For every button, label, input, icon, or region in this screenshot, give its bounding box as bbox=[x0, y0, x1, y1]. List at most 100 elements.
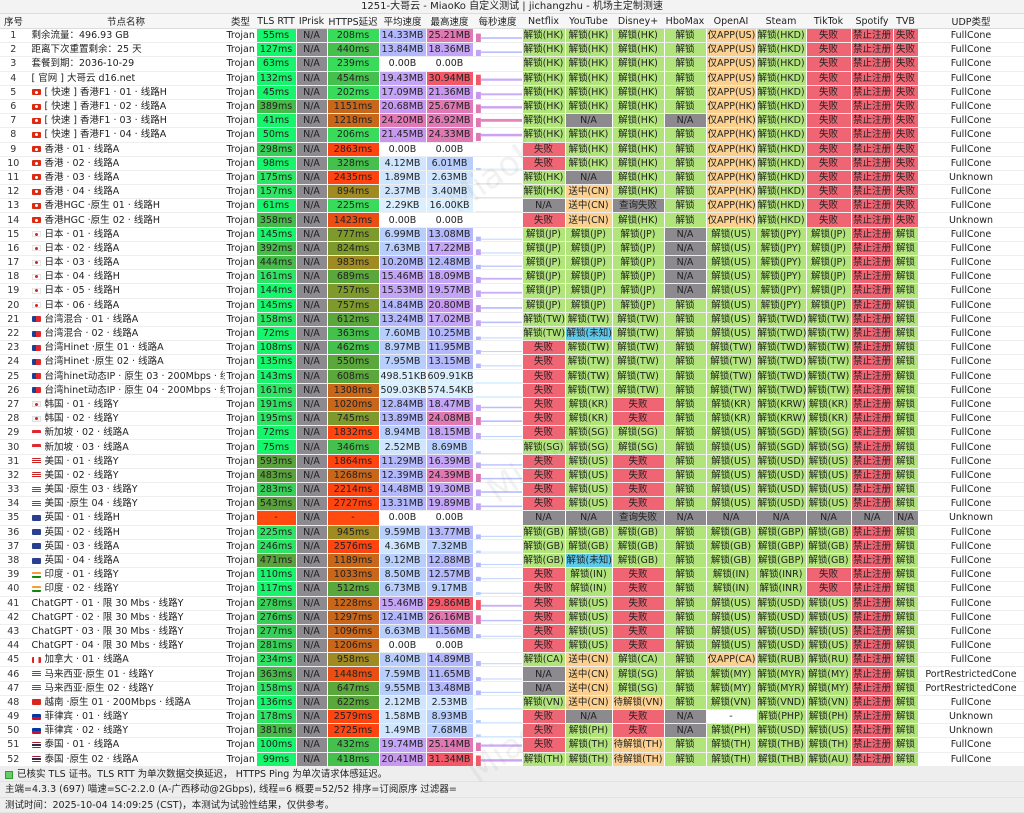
openai-status: 解锁(GB) bbox=[706, 525, 757, 540]
table-row[interactable]: 20 日本 · 06 · 线路A Trojan 145ms N/A 757ms 14.84M… bbox=[0, 298, 1024, 313]
hbomax-status: 解锁 bbox=[664, 638, 707, 654]
table-row[interactable]: 40 印度 · 02 · 线路Y Trojan 117ms N/A 512ms 6.73MB… bbox=[0, 581, 1024, 597]
column-header-https-delay[interactable]: HTTPS延迟 bbox=[327, 14, 379, 29]
node-name: 台湾混合 · 02 · 线路A bbox=[27, 326, 226, 342]
speed-sparkline bbox=[473, 482, 523, 498]
youtube-status: 解锁(TH) bbox=[565, 752, 613, 767]
table-row[interactable]: 11 香港 · 03 · 线路A Trojan 175ms N/A 2435ms 1.89M… bbox=[0, 170, 1024, 186]
column-header-index[interactable]: 序号 bbox=[0, 14, 27, 29]
column-header-spotify[interactable]: Spotify bbox=[851, 14, 893, 29]
table-row[interactable]: 21 台湾混合 · 01 · 线路A Trojan 158ms N/A 612ms 13.2… bbox=[0, 312, 1024, 327]
table-row[interactable]: 1 剩余流量：496.93 GB Trojan 55ms N/A 208ms 14.33MB… bbox=[0, 28, 1024, 44]
table-row[interactable]: 17 日本 · 03 · 线路A Trojan 444ms N/A 983ms 10.20M… bbox=[0, 255, 1024, 271]
table-row[interactable]: 31 美国 · 01 · 线路Y Trojan 593ms N/A 1864ms 11.29… bbox=[0, 454, 1024, 469]
table-row[interactable]: 25 台湾hinet动态IP · 原生 03 · 200Mbps · 线路ATro… bbox=[0, 369, 1024, 384]
https-delay: 462ms bbox=[327, 340, 380, 356]
speed-sparkline bbox=[473, 156, 523, 171]
max-speed: 13.08MB bbox=[426, 227, 474, 242]
table-row[interactable]: 34 美国 ·原生 04 · 线路Y Trojan 543ms N/A 2727ms 13.… bbox=[0, 496, 1024, 512]
table-row[interactable]: 36 英国 · 02 · 线路H Trojan 225ms N/A 945ms 9.59MB… bbox=[0, 525, 1024, 540]
table-row[interactable]: 49 菲律宾 · 01 · 线路Y Trojan 178ms N/A 2579ms 1.58… bbox=[0, 709, 1024, 725]
table-row[interactable]: 22 台湾混合 · 02 · 线路A Trojan 72ms N/A 363ms 7.60M… bbox=[0, 326, 1024, 342]
steam-status: 解锁(HKD) bbox=[756, 127, 807, 143]
avg-speed: 8.50MB bbox=[379, 567, 427, 583]
table-row[interactable]: 14 香港HGC ·原生 02 · 线路H Trojan 358ms N/A 1423ms… bbox=[0, 212, 1024, 228]
column-header-name[interactable]: 节点名称 bbox=[27, 14, 225, 29]
tiktok-status: 解锁(PH) bbox=[806, 709, 852, 725]
footer: 已核实 TLS 证书。TLS RTT 为单次数据交换延迟， HTTPS Ping… bbox=[0, 767, 1024, 813]
column-header-youtube[interactable]: YouTube bbox=[565, 14, 612, 29]
table-row[interactable]: 26 台湾hinet动态IP · 原生 04 · 200Mbps · 线路ATro… bbox=[0, 383, 1024, 398]
avg-speed: 8.97MB bbox=[379, 340, 427, 356]
openai-status: 仅APP(HK) bbox=[706, 212, 757, 228]
table-row[interactable]: 13 香港HGC ·原生 01 · 线路H Trojan 61ms N/A 225ms 2.… bbox=[0, 198, 1024, 214]
table-row[interactable]: 46 马来西亚·原生 01 · 线路Y Trojan 363ms N/A 1448ms 7.… bbox=[0, 666, 1024, 682]
column-header-iprisk[interactable]: IPrisk bbox=[296, 14, 327, 29]
column-header-hbomax[interactable]: HboMax bbox=[664, 14, 706, 29]
table-row[interactable]: 7[ 快速 ] 香港F1 · 03 · 线路H Trojan 41ms N/A 1218… bbox=[0, 113, 1024, 129]
table-row[interactable]: 33 美国 ·原生 03 · 线路Y Trojan 283ms N/A 2214ms 14.… bbox=[0, 482, 1024, 498]
hbomax-status: 解锁 bbox=[664, 326, 707, 342]
table-row[interactable]: 38 英国 · 04 · 线路A Trojan 471ms N/A 1189ms 9.12M… bbox=[0, 553, 1024, 569]
table-row[interactable]: 16 日本 · 02 · 线路A Trojan 392ms N/A 824ms 7.63MB… bbox=[0, 241, 1024, 257]
node-type: Trojan bbox=[225, 681, 257, 696]
youtube-status: 解锁(HK) bbox=[565, 127, 613, 143]
iprisk: N/A bbox=[296, 42, 328, 58]
column-header-netflix[interactable]: Netflix bbox=[522, 14, 565, 29]
table-row[interactable]: 9 香港 · 01 · 线路A Trojan 298ms N/A 2863ms 0.00B 0… bbox=[0, 142, 1024, 157]
table-row[interactable]: 28 韩国 · 02 · 线路Y Trojan 195ms N/A 745ms 13.89M… bbox=[0, 411, 1024, 427]
netflix-status: 解锁(HK) bbox=[522, 170, 566, 186]
table-row[interactable]: 27 韩国 · 01 · 线路Y Trojan 191ms N/A 1020ms 12.84… bbox=[0, 397, 1024, 413]
column-header-max-speed[interactable]: 最高速度 bbox=[426, 14, 473, 29]
table-row[interactable]: 30 新加坡 · 03 · 线路A Trojan 75ms N/A 346ms 2.52MB… bbox=[0, 439, 1024, 455]
column-header-type[interactable]: 类型 bbox=[225, 14, 256, 29]
table-row[interactable]: 4[ 官网 ] 大哥云 d16.net Trojan 132ms N/A 454ms 19… bbox=[0, 71, 1024, 86]
column-header-steam[interactable]: Steam bbox=[756, 14, 806, 29]
table-row[interactable]: 6 [ 快速 ] 香港F1 · 02 · 线路A Trojan 389ms N/A 115… bbox=[0, 99, 1024, 115]
table-row[interactable]: 12 香港 · 04 · 线路A Trojan 157ms N/A 894ms 2.37MB… bbox=[0, 184, 1024, 200]
column-header-tls-rtt[interactable]: TLS RTT bbox=[256, 14, 296, 29]
sparkline-bar bbox=[475, 350, 481, 354]
column-header-sparkline[interactable]: 每秒速度 bbox=[473, 14, 522, 29]
table-row[interactable]: 5 [ 快速 ] 香港F1 · 01 · 线路H Trojan 45ms N/A 202m… bbox=[0, 85, 1024, 100]
sparkline-bar bbox=[480, 134, 521, 137]
table-row[interactable]: 42 ChatGPT · 02 · 限 30 Mbs · 线路Y Trojan 276… bbox=[0, 610, 1024, 625]
table-row[interactable]: 23 台湾Hinet ·原生 01 · 线路A Trojan 108ms N/A 462m… bbox=[0, 340, 1024, 356]
table-row[interactable]: 19 日本 · 05 · 线路H Trojan 144ms N/A 757ms 15.53M… bbox=[0, 283, 1024, 299]
table-row[interactable]: 3 套餐到期：2036-10-29 Trojan 63ms N/A 239ms 0.00B 0… bbox=[0, 56, 1024, 72]
column-header-avg-speed[interactable]: 平均速度 bbox=[379, 14, 426, 29]
table-row[interactable]: 43 ChatGPT · 03 · 限 30 Mbs · 线路Y Trojan 277… bbox=[0, 624, 1024, 640]
column-header-tvb[interactable]: TVB bbox=[893, 14, 918, 29]
table-row[interactable]: 24 台湾Hinet ·原生 02 · 线路A Trojan 135ms N/A 550m… bbox=[0, 354, 1024, 370]
table-row[interactable]: 29 新加坡 · 02 · 线路A Trojan 72ms N/A 1832ms 8.94M… bbox=[0, 425, 1024, 441]
row-index: 50 bbox=[0, 723, 28, 739]
column-header-disney[interactable]: Disney+ bbox=[612, 14, 664, 29]
iprisk: N/A bbox=[296, 340, 328, 356]
table-row[interactable]: 10 香港 · 02 · 线路A Trojan 98ms N/A 328ms 4.12MB 6… bbox=[0, 156, 1024, 171]
table-row[interactable]: 37 英国 · 03 · 线路A Trojan 246ms N/A 2576ms 4.36M… bbox=[0, 539, 1024, 554]
table-row[interactable]: 48 越南 ·原生 01 · 200Mbps · 线路A Trojan 136ms N/… bbox=[0, 695, 1024, 711]
udp-type: FullCone bbox=[918, 85, 1024, 100]
table-row[interactable]: 50 菲律宾 · 02 · 线路Y Trojan 381ms N/A 2725ms 1.49… bbox=[0, 723, 1024, 739]
column-header-openai[interactable]: OpenAI bbox=[706, 14, 756, 29]
column-header-udp-type[interactable]: UDP类型 bbox=[918, 14, 1024, 29]
table-row[interactable]: 35 英国 · 01 · 线路H Trojan - N/A -0.00B 0.00B N/A N… bbox=[0, 510, 1024, 526]
sparkline-bar bbox=[480, 321, 521, 323]
table-row[interactable]: 45 加拿大 · 01 · 线路A Trojan 234ms N/A 958ms 8.40M… bbox=[0, 652, 1024, 668]
table-row[interactable]: 32 美国 · 02 · 线路Y Trojan 483ms N/A 1268ms 12.39… bbox=[0, 468, 1024, 484]
table-row[interactable]: 47 马来西亚·原生 02 · 线路Y Trojan 158ms N/A 647ms 9.5… bbox=[0, 681, 1024, 696]
table-row[interactable]: 15 日本 · 01 · 线路A Trojan 145ms N/A 777ms 6.99MB… bbox=[0, 227, 1024, 242]
table-row[interactable]: 41 ChatGPT · 01 · 限 30 Mbs · 线路Y Trojan 278… bbox=[0, 596, 1024, 611]
table-row[interactable]: 39 印度 · 01 · 线路Y Trojan 110ms N/A 1033ms 8.50M… bbox=[0, 567, 1024, 583]
table-row[interactable]: 2 距离下次重置剩余：25 天 Trojan 127ms N/A 440ms 13.84MB… bbox=[0, 42, 1024, 58]
sparkline-bar bbox=[480, 436, 521, 438]
table-row[interactable]: 44 ChatGPT · 04 · 限 30 Mbs · 线路Y Trojan 281… bbox=[0, 638, 1024, 654]
table-row[interactable]: 52 泰国 ·原生 02 · 线路A Trojan 99ms N/A 418ms 20.41… bbox=[0, 752, 1024, 767]
column-header-tiktok[interactable]: TikTok bbox=[806, 14, 851, 29]
table-row[interactable]: 51 泰国 · 01 · 线路A Trojan 100ms N/A 432ms 19.74M… bbox=[0, 737, 1024, 753]
https-delay: 432ms bbox=[327, 737, 380, 753]
steam-status: 解锁(PHP) bbox=[756, 709, 807, 725]
tiktok-status: 解锁(US) bbox=[806, 624, 852, 640]
table-row[interactable]: 18 日本 · 04 · 线路H Trojan 161ms N/A 689ms 15.46M… bbox=[0, 269, 1024, 285]
table-row[interactable]: 8 [ 快速 ] 香港F1 · 04 · 线路A Trojan 50ms N/A 206m… bbox=[0, 127, 1024, 143]
